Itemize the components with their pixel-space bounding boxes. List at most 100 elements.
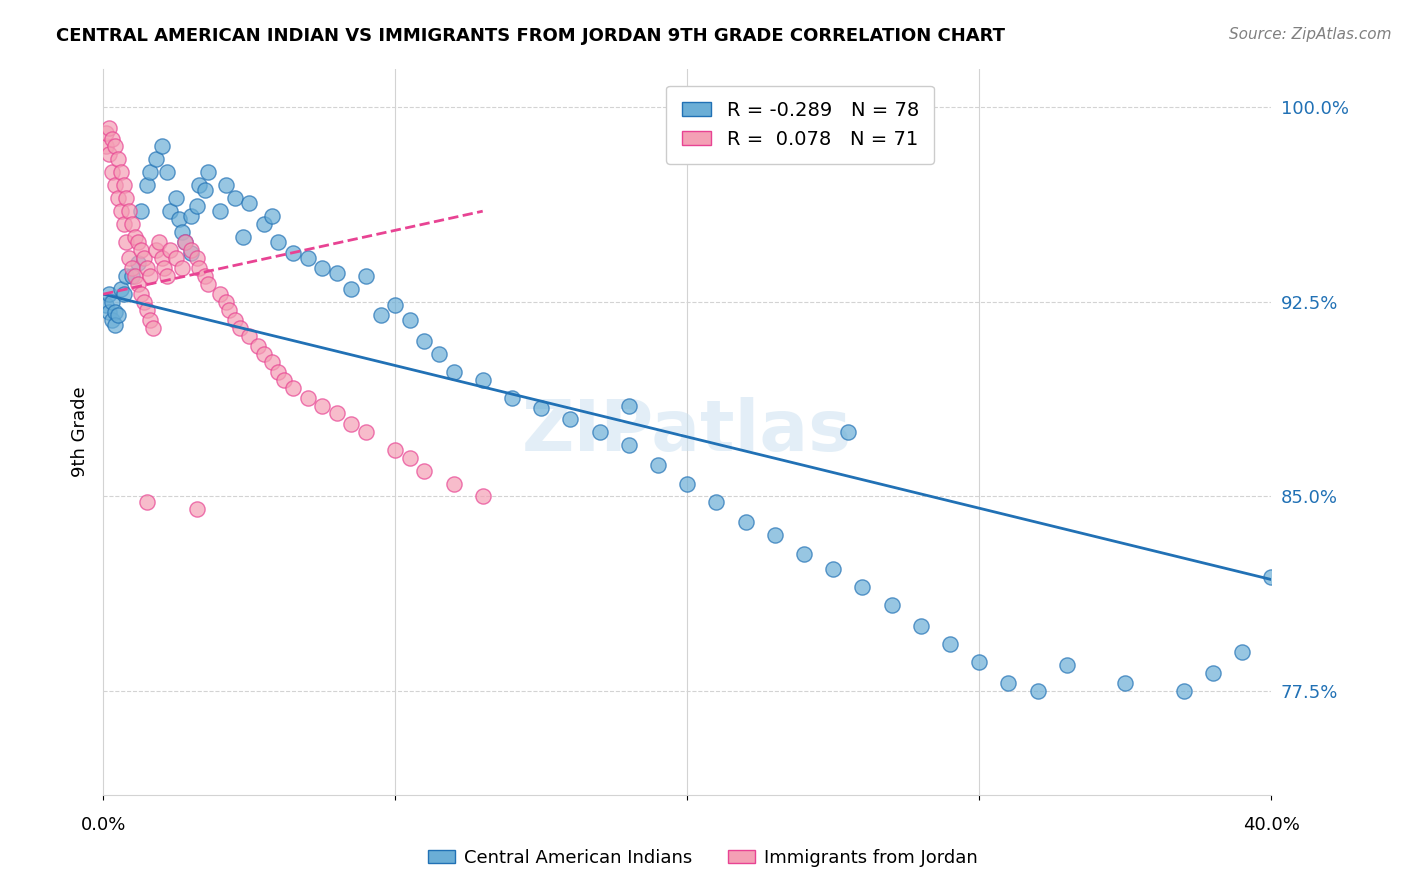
Central American Indians (159, 204, 181, 219)
Central American Indians (413, 334, 436, 348)
Immigrants from Jordan (148, 235, 170, 250)
Central American Indians (398, 313, 420, 327)
Central American Indians (325, 267, 347, 281)
Immigrants from Jordan (124, 268, 146, 283)
Immigrants from Jordan (118, 251, 141, 265)
Central American Indians (170, 225, 193, 239)
Central American Indians (156, 165, 179, 179)
Central American Indians (588, 425, 610, 439)
Central American Indians (281, 245, 304, 260)
Immigrants from Jordan (150, 251, 173, 265)
Immigrants from Jordan (94, 127, 117, 141)
Central American Indians (267, 235, 290, 250)
Immigrants from Jordan (115, 235, 138, 250)
Text: ZIPatlas: ZIPatlas (522, 397, 852, 467)
Central American Indians (617, 399, 640, 413)
Immigrants from Jordan (118, 204, 141, 219)
Immigrants from Jordan (218, 302, 240, 317)
Immigrants from Jordan (297, 391, 319, 405)
Immigrants from Jordan (110, 165, 132, 179)
Central American Indians (967, 656, 990, 670)
Central American Indians (880, 599, 903, 613)
Immigrants from Jordan (136, 261, 159, 276)
Central American Indians (186, 199, 208, 213)
Immigrants from Jordan (471, 490, 494, 504)
Immigrants from Jordan (443, 476, 465, 491)
Central American Indians (104, 318, 127, 333)
Central American Indians (180, 245, 202, 260)
Central American Indians (823, 562, 845, 576)
Central American Indians (238, 196, 260, 211)
Immigrants from Jordan (132, 251, 155, 265)
Central American Indians (676, 476, 699, 491)
Central American Indians (837, 425, 859, 439)
Central American Indians (139, 165, 162, 179)
Immigrants from Jordan (224, 313, 246, 327)
Central American Indians (471, 373, 494, 387)
Central American Indians (208, 204, 231, 219)
Central American Indians (443, 365, 465, 379)
Text: 40.0%: 40.0% (1243, 815, 1299, 833)
Central American Indians (851, 580, 873, 594)
Central American Indians (145, 153, 167, 167)
Immigrants from Jordan (354, 425, 377, 439)
Immigrants from Jordan (273, 373, 295, 387)
Text: CENTRAL AMERICAN INDIAN VS IMMIGRANTS FROM JORDAN 9TH GRADE CORRELATION CHART: CENTRAL AMERICAN INDIAN VS IMMIGRANTS FR… (56, 27, 1005, 45)
Immigrants from Jordan (267, 365, 290, 379)
Text: Source: ZipAtlas.com: Source: ZipAtlas.com (1229, 27, 1392, 42)
Central American Indians (165, 191, 187, 205)
Central American Indians (354, 268, 377, 283)
Central American Indians (173, 235, 195, 250)
Central American Indians (253, 217, 276, 231)
Immigrants from Jordan (188, 261, 211, 276)
Immigrants from Jordan (124, 230, 146, 244)
Central American Indians (188, 178, 211, 193)
Central American Indians (370, 308, 392, 322)
Central American Indians (121, 268, 143, 283)
Immigrants from Jordan (180, 243, 202, 257)
Central American Indians (136, 178, 159, 193)
Immigrants from Jordan (208, 287, 231, 301)
Central American Indians (340, 282, 363, 296)
Immigrants from Jordan (139, 313, 162, 327)
Immigrants from Jordan (98, 121, 121, 136)
Y-axis label: 9th Grade: 9th Grade (72, 386, 89, 477)
Legend: R = -0.289   N = 78, R =  0.078   N = 71: R = -0.289 N = 78, R = 0.078 N = 71 (666, 86, 935, 164)
Central American Indians (384, 297, 406, 311)
Central American Indians (1173, 684, 1195, 698)
Immigrants from Jordan (281, 380, 304, 394)
Immigrants from Jordan (262, 354, 284, 368)
Immigrants from Jordan (98, 147, 121, 161)
Central American Indians (104, 305, 127, 319)
Immigrants from Jordan (398, 450, 420, 465)
Central American Indians (112, 287, 135, 301)
Central American Indians (127, 256, 149, 270)
Immigrants from Jordan (311, 399, 333, 413)
Central American Indians (150, 139, 173, 153)
Immigrants from Jordan (156, 268, 179, 283)
Immigrants from Jordan (170, 261, 193, 276)
Immigrants from Jordan (121, 217, 143, 231)
Immigrants from Jordan (384, 442, 406, 457)
Central American Indians (115, 268, 138, 283)
Central American Indians (1056, 658, 1078, 673)
Immigrants from Jordan (139, 268, 162, 283)
Central American Indians (530, 401, 553, 416)
Central American Indians (167, 211, 190, 226)
Central American Indians (262, 210, 284, 224)
Central American Indians (1026, 684, 1049, 698)
Text: 0.0%: 0.0% (80, 815, 125, 833)
Legend: Central American Indians, Immigrants from Jordan: Central American Indians, Immigrants fro… (420, 842, 986, 874)
Immigrants from Jordan (186, 502, 208, 516)
Central American Indians (704, 494, 727, 508)
Immigrants from Jordan (246, 339, 269, 353)
Immigrants from Jordan (229, 321, 252, 335)
Central American Indians (1202, 665, 1225, 680)
Central American Indians (734, 516, 756, 530)
Immigrants from Jordan (127, 277, 149, 291)
Central American Indians (997, 676, 1019, 690)
Central American Indians (1114, 676, 1136, 690)
Central American Indians (98, 287, 121, 301)
Central American Indians (910, 619, 932, 633)
Immigrants from Jordan (186, 251, 208, 265)
